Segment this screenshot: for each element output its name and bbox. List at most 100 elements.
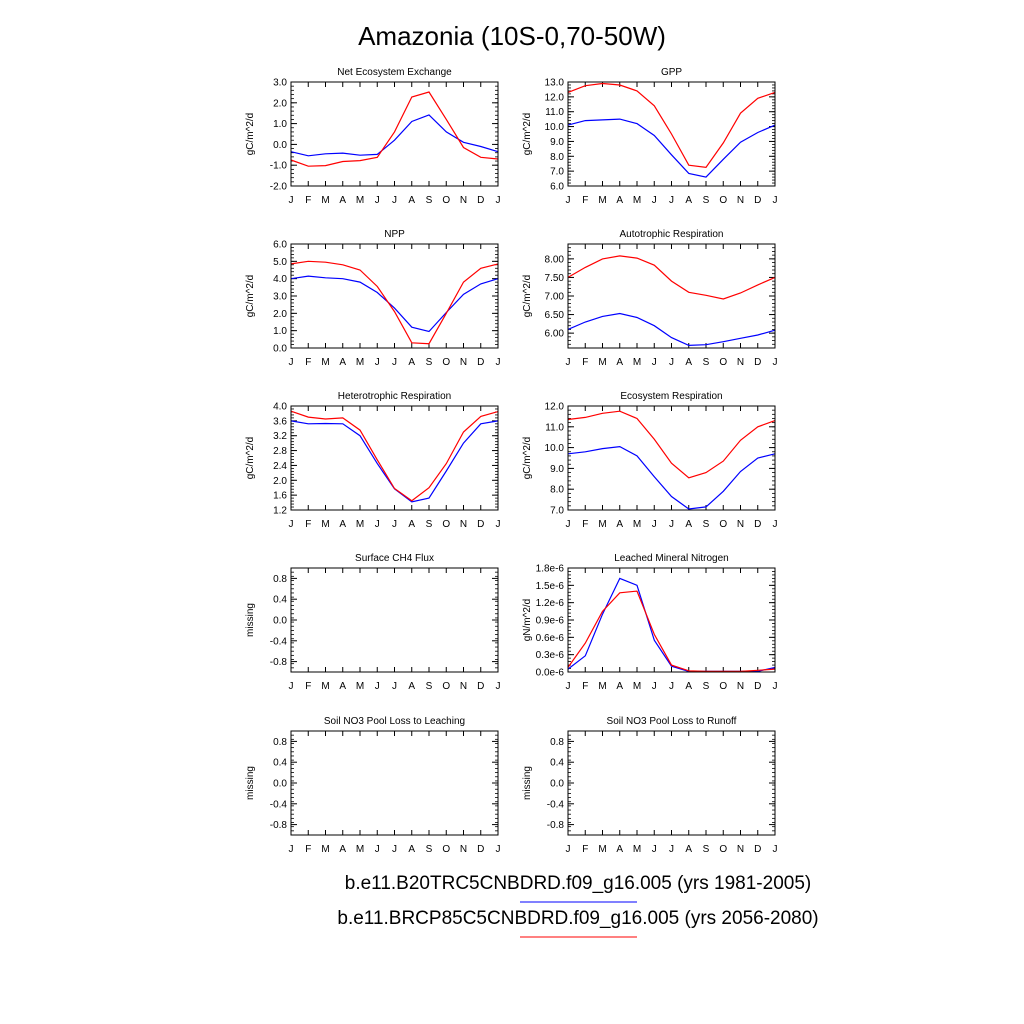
x-tick-label: N [460, 357, 467, 368]
series-line-2 [290, 91, 499, 167]
x-tick-label: J [289, 519, 294, 530]
panel-title: GPP [661, 67, 682, 78]
y-tick-label: 6.00 [545, 329, 565, 340]
y-tick-label: 1.8e-6 [536, 564, 565, 575]
x-tick-label: D [477, 357, 484, 368]
y-tick-label: 10.0 [545, 122, 565, 133]
y-tick-label: -0.8 [270, 820, 288, 831]
y-tick-label: 1.0 [273, 119, 287, 130]
y-tick-label: 0.0 [273, 344, 287, 355]
y-tick-label: -2.0 [270, 182, 288, 193]
plot-frame [290, 405, 499, 511]
x-tick-label: M [598, 195, 606, 206]
y-axis-label: gC/m^2/d [522, 437, 533, 480]
y-tick-label: 0.0e-6 [536, 668, 565, 679]
plot-frame [290, 81, 499, 187]
y-tick-label: 10.0 [545, 443, 565, 454]
x-tick-label: J [669, 681, 674, 692]
y-tick-label: 13.0 [545, 78, 565, 89]
x-tick-label: S [703, 195, 710, 206]
y-axis-label: gC/m^2/d [245, 113, 256, 156]
x-tick-label: J [566, 519, 571, 530]
x-tick-label: S [703, 681, 710, 692]
y-tick-label: 6.50 [545, 310, 565, 321]
x-tick-label: D [477, 681, 484, 692]
series-line-2 [567, 255, 776, 300]
x-tick-label: A [339, 844, 346, 855]
series-line-1 [567, 312, 776, 347]
y-tick-label: 1.5e-6 [536, 581, 565, 592]
x-tick-label: A [616, 519, 623, 530]
x-tick-label: O [442, 681, 450, 692]
x-tick-label: J [392, 195, 397, 206]
x-tick-label: D [477, 844, 484, 855]
x-tick-label: J [375, 357, 380, 368]
x-tick-label: J [289, 681, 294, 692]
x-tick-label: J [496, 681, 501, 692]
plot-frame [567, 405, 776, 511]
x-tick-label: N [460, 195, 467, 206]
x-tick-label: A [408, 519, 415, 530]
x-tick-label: J [652, 195, 657, 206]
y-tick-label: 11.0 [545, 422, 564, 433]
x-tick-label: M [356, 357, 364, 368]
y-tick-label: 12.0 [545, 92, 565, 103]
x-tick-label: A [685, 681, 692, 692]
x-tick-label: O [719, 681, 727, 692]
legend: b.e11.B20TRC5CNBDRD.f09_g16.005 (yrs 198… [337, 873, 819, 938]
legend-label-2: b.e11.BRCP85C5CNBDRD.f09_g16.005 (yrs 20… [337, 908, 818, 929]
x-tick-label: F [305, 844, 311, 855]
x-tick-label: M [598, 844, 606, 855]
x-tick-label: J [289, 357, 294, 368]
y-tick-label: 8.00 [545, 254, 565, 265]
y-axis-label: gC/m^2/d [522, 113, 533, 156]
x-tick-label: J [566, 844, 571, 855]
x-tick-label: J [669, 844, 674, 855]
panel-title: Soil NO3 Pool Loss to Runoff [607, 716, 737, 727]
y-axis-label: missing [245, 603, 256, 637]
x-tick-label: M [633, 357, 641, 368]
y-tick-label: 0.4 [273, 758, 287, 769]
y-tick-label: 1.0 [273, 326, 287, 337]
x-tick-label: A [685, 357, 692, 368]
x-tick-label: J [566, 681, 571, 692]
x-tick-label: F [582, 844, 588, 855]
x-tick-label: O [442, 519, 450, 530]
x-tick-label: M [356, 844, 364, 855]
figure-title: Amazonia (10S-0,70-50W) [358, 21, 666, 51]
panel-title: Surface CH4 Flux [355, 553, 434, 564]
x-tick-label: M [633, 519, 641, 530]
series-line-1 [567, 118, 776, 178]
x-tick-label: F [305, 195, 311, 206]
y-tick-label: 5.0 [273, 257, 287, 268]
x-tick-label: F [582, 519, 588, 530]
y-tick-label: -0.8 [547, 820, 565, 831]
x-tick-label: A [685, 195, 692, 206]
x-tick-label: J [652, 357, 657, 368]
x-tick-label: M [321, 195, 329, 206]
y-tick-label: 6.0 [273, 240, 287, 251]
y-tick-label: 3.2 [273, 431, 287, 442]
x-tick-label: J [392, 519, 397, 530]
y-tick-label: 3.0 [273, 78, 287, 89]
y-tick-label: 0.3e-6 [536, 650, 565, 661]
y-tick-label: 2.8 [273, 446, 287, 457]
x-tick-label: J [773, 844, 778, 855]
x-tick-label: A [339, 519, 346, 530]
y-tick-label: 8.0 [550, 152, 564, 163]
y-tick-label: 0.8 [273, 737, 287, 748]
x-tick-label: J [652, 844, 657, 855]
x-tick-label: J [496, 357, 501, 368]
series-line-1 [290, 114, 499, 157]
x-tick-label: J [652, 681, 657, 692]
x-tick-label: M [356, 195, 364, 206]
x-tick-label: J [496, 195, 501, 206]
panel-title: NPP [384, 229, 405, 240]
